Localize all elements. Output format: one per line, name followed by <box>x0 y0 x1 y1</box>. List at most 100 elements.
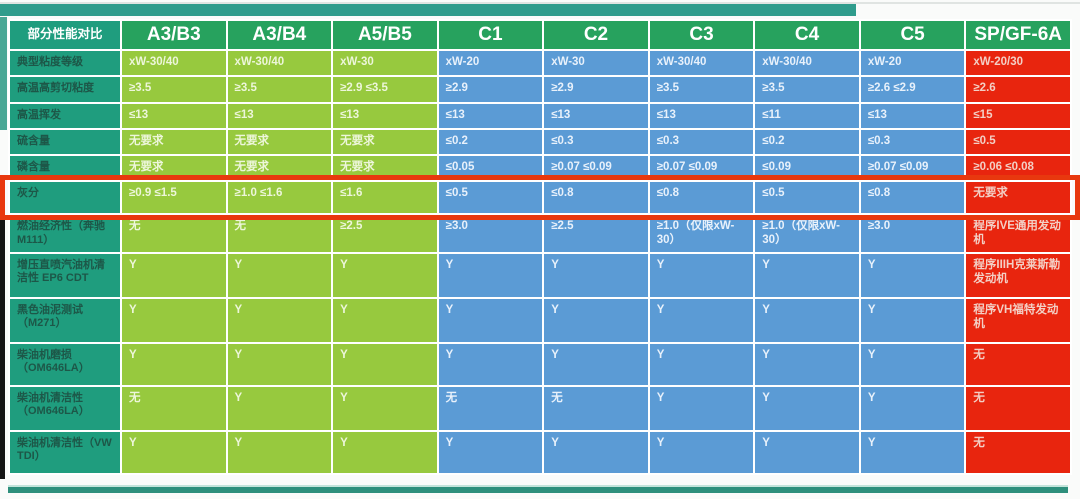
spec-value-cell: ≥0.07 ≤0.09 <box>542 153 650 182</box>
spec-value-cell: ≥2.5 <box>542 212 650 254</box>
spec-value-cell: xW-20 <box>436 48 545 77</box>
column-header-a3-b3: A3/B3 <box>120 19 228 51</box>
column-header-c4: C4 <box>753 19 861 51</box>
spec-value-cell: ≥0.06 ≤0.08 <box>964 153 1072 182</box>
spec-value-cell: Y <box>858 251 967 299</box>
table-row: 柴油机清洁性（VW TDI） Y Y Y Y Y Y Y Y 无 <box>8 429 1072 475</box>
spec-value-cell: Y <box>542 341 650 387</box>
spec-value-cell: Y <box>120 341 228 387</box>
spec-value-cell: ≤0.3 <box>647 127 756 156</box>
spec-value-cell: Y <box>542 429 650 475</box>
header-row: 部分性能对比 A3/B3 A3/B4 A5/B5 C1 C2 C3 C4 C5 SP/GF-6A <box>8 19 1072 51</box>
spec-value-cell: ≥3.0 <box>858 212 967 254</box>
table-row: 典型粘度等级 xW-30/40 xW-30/40 xW-30 xW-20 xW-30 xW-… <box>8 48 1072 77</box>
spec-value-cell: Y <box>120 296 228 344</box>
row-label-cell: 黑色油泥测试（M271） <box>8 296 122 344</box>
spec-value-cell: Y <box>120 251 228 299</box>
row-label-cell: 典型粘度等级 <box>8 48 122 77</box>
spec-value-cell: ≤13 <box>331 101 439 130</box>
spec-value-cell: Y <box>331 341 439 387</box>
spec-value-cell: Y <box>331 429 439 475</box>
spec-value-cell: 无要求 <box>225 127 334 156</box>
table-title-cell: 部分性能对比 <box>8 19 122 51</box>
spec-value-cell: ≥0.07 ≤0.09 <box>647 153 756 182</box>
table-row: 高温挥发 ≤13 ≤13 ≤13 ≤13 ≤13 ≤13 ≤11 ≤13 ≤15 <box>8 101 1072 130</box>
spec-value-cell: ≥0.07 ≤0.09 <box>858 153 967 182</box>
row-label-cell: 高温高剪切粘度 <box>8 74 122 104</box>
left-edge-teal-artifact <box>0 17 7 130</box>
table-row: 黑色油泥测试（M271） Y Y Y Y Y Y Y Y 程序VH福特发动机 <box>8 296 1072 344</box>
column-header-sp-gf-6a: SP/GF-6A <box>964 19 1072 51</box>
spec-value-cell: ≤0.09 <box>753 153 861 182</box>
spec-value-cell: 无 <box>964 429 1072 475</box>
spec-value-cell: xW-20/30 <box>964 48 1072 77</box>
spec-value-cell: 程序IVE通用发动机 <box>964 212 1072 254</box>
spec-value-cell: 无要求 <box>964 179 1072 215</box>
spec-value-cell: Y <box>331 384 439 432</box>
spec-value-cell: Y <box>436 341 545 387</box>
spec-value-cell: Y <box>542 251 650 299</box>
spec-value-cell: Y <box>225 341 334 387</box>
spec-value-cell: ≥3.5 <box>120 74 228 104</box>
spec-value-cell: ≤0.8 <box>542 179 650 215</box>
spec-value-cell: Y <box>436 251 545 299</box>
column-header-a3-b4: A3/B4 <box>225 19 334 51</box>
spec-value-cell: ≤13 <box>858 101 967 130</box>
spec-value-cell: Y <box>753 341 861 387</box>
spec-value-cell: Y <box>858 384 967 432</box>
spec-value-cell: Y <box>647 341 756 387</box>
bottom-decor-bar <box>8 485 1068 493</box>
spec-value-cell: Y <box>331 296 439 344</box>
row-label-cell: 硫含量 <box>8 127 122 156</box>
spec-value-cell: ≥2.5 <box>331 212 439 254</box>
spec-value-cell: xW-20 <box>858 48 967 77</box>
row-label-cell: 高温挥发 <box>8 101 122 130</box>
spec-value-cell: ≥2.9 <box>542 74 650 104</box>
table-row: 燃油经济性（奔驰M111）无无 ≥2.5 ≥3.0 ≥2.5 ≥1.0（仅限xW-30）… <box>8 212 1072 254</box>
spec-value-cell: ≥2.9 <box>436 74 545 104</box>
spec-value-cell: xW-30 <box>542 48 650 77</box>
table-row: 灰分 ≥0.9 ≤1.5 ≥1.0 ≤1.6 ≤1.6 ≤0.5 ≤0.8 ≤0.8 ≤0.5… <box>8 179 1072 215</box>
spec-value-cell: xW-30/40 <box>225 48 334 77</box>
spec-value-cell: ≥2.6 ≤2.9 <box>858 74 967 104</box>
spec-value-cell: xW-30/40 <box>647 48 756 77</box>
spec-value-cell: Y <box>753 384 861 432</box>
spec-value-cell: ≤0.05 <box>436 153 545 182</box>
spec-value-cell: ≥1.0 ≤1.6 <box>225 179 334 215</box>
spec-value-cell: 无要求 <box>120 127 228 156</box>
spec-value-cell: 程序VH福特发动机 <box>964 296 1072 344</box>
table-header: 部分性能对比 A3/B3 A3/B4 A5/B5 C1 C2 C3 C4 C5 SP/GF-6A <box>8 19 1072 51</box>
spec-value-cell: 无 <box>436 384 545 432</box>
spec-value-cell: ≤0.5 <box>964 127 1072 156</box>
spec-value-cell: Y <box>647 296 756 344</box>
spec-value-cell: ≥2.6 <box>964 74 1072 104</box>
row-label-cell: 柴油机清洁性（OM646LA） <box>8 384 122 432</box>
column-header-c3: C3 <box>647 19 756 51</box>
row-label-cell: 柴油机清洁性（VW TDI） <box>8 429 122 475</box>
table-row: 硫含量 无要求 无要求 无要求 ≤0.2 ≤0.3 ≤0.3 ≤0.2 ≤0.3 ≤0.5 <box>8 127 1072 156</box>
spec-value-cell: Y <box>858 296 967 344</box>
column-header-c1: C1 <box>436 19 545 51</box>
spec-value-cell: ≤13 <box>120 101 228 130</box>
spec-value-cell: Y <box>331 251 439 299</box>
spec-value-cell: ≤0.3 <box>542 127 650 156</box>
spec-value-cell: Y <box>436 429 545 475</box>
spec-value-cell: ≥2.9 ≤3.5 <box>331 74 439 104</box>
table-row: 高温高剪切粘度 ≥3.5 ≥3.5 ≥2.9 ≤3.5 ≥2.9 ≥2.9 ≥3.5 ≥3.5… <box>8 74 1072 104</box>
spec-value-cell: ≥3.5 <box>225 74 334 104</box>
left-edge-dark-artifact <box>0 214 5 479</box>
top-hairline <box>0 2 1080 4</box>
spec-value-cell: Y <box>120 429 228 475</box>
column-header-c5: C5 <box>858 19 967 51</box>
column-header-c2: C2 <box>542 19 650 51</box>
spec-value-cell: ≥1.0（仅限xW-30） <box>753 212 861 254</box>
spec-value-cell: Y <box>647 429 756 475</box>
table-row: 增压直喷汽油机清洁性 EP6 CDT Y Y Y Y Y Y Y Y 程序IIIH克莱斯勒发动机 <box>8 251 1072 299</box>
spec-value-cell: Y <box>647 384 756 432</box>
spec-value-cell: 无要求 <box>331 127 439 156</box>
spec-value-cell: Y <box>225 384 334 432</box>
spec-value-cell: ≤0.8 <box>647 179 756 215</box>
table-row: 磷含量 无要求 无要求 无要求 ≤0.05 ≥0.07 ≤0.09 ≥0.07 ≤0.09 ≤… <box>8 153 1072 182</box>
table-row: 柴油机磨损（OM646LA） Y Y Y Y Y Y Y Y 无 <box>8 341 1072 387</box>
spec-value-cell: 无要求 <box>120 153 228 182</box>
